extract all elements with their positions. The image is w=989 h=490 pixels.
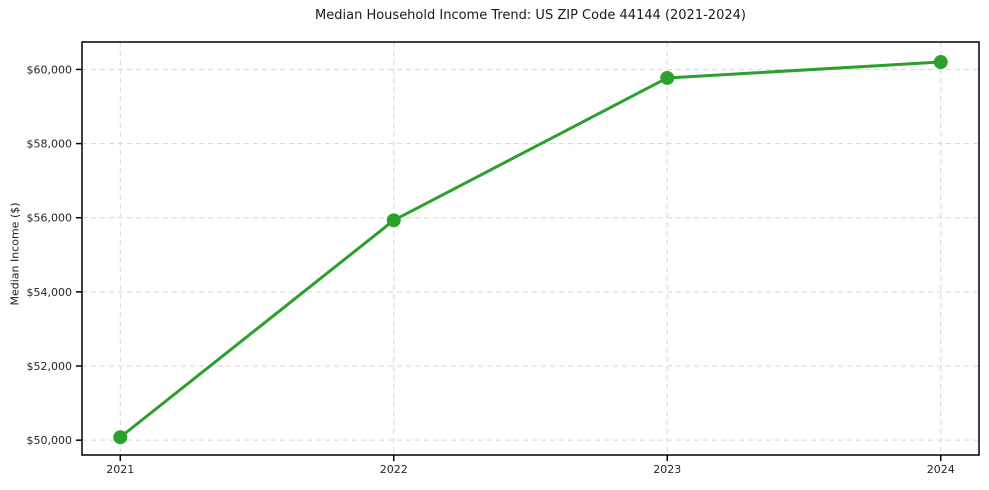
data-point-marker-2022 bbox=[386, 213, 401, 228]
x-tick-label: 2021 bbox=[106, 463, 134, 476]
plot-area-frame bbox=[81, 41, 980, 456]
income-trend-line bbox=[118, 60, 943, 439]
x-tick-label: 2024 bbox=[927, 463, 955, 476]
chart-title: Median Household Income Trend: US ZIP Co… bbox=[315, 8, 746, 23]
data-point-marker-2023 bbox=[660, 70, 675, 85]
y-tick-label: $54,000 bbox=[27, 286, 73, 299]
x-tick-label: 2023 bbox=[653, 463, 681, 476]
data-point-marker-2021 bbox=[113, 430, 128, 445]
data-point-marker-2024 bbox=[933, 55, 948, 70]
y-tick-label: $50,000 bbox=[27, 434, 73, 447]
y-tick-label: $60,000 bbox=[27, 63, 73, 76]
y-tick-label: $56,000 bbox=[27, 212, 73, 225]
x-tick-label: 2022 bbox=[380, 463, 408, 476]
y-tick-label: $52,000 bbox=[27, 360, 73, 373]
y-tick-label: $58,000 bbox=[27, 138, 73, 151]
